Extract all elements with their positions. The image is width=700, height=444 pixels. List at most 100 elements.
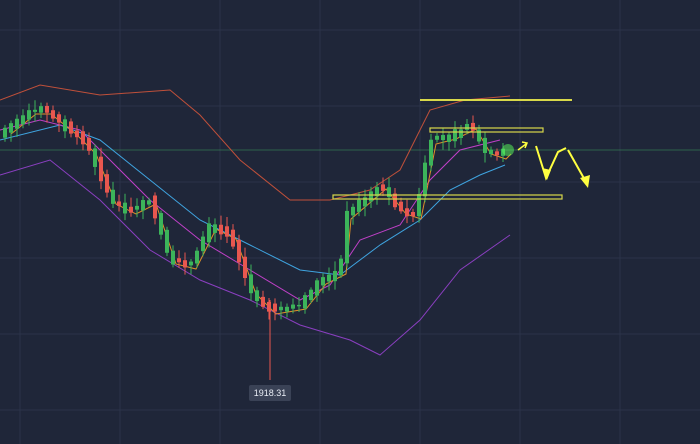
candle-body bbox=[381, 184, 385, 191]
candle-body bbox=[123, 202, 127, 214]
candle-body bbox=[483, 137, 487, 153]
candle-body bbox=[333, 270, 337, 282]
candle-body bbox=[147, 200, 151, 205]
candle-body bbox=[249, 274, 253, 294]
candle-body bbox=[441, 135, 445, 141]
candle-body bbox=[111, 189, 115, 204]
candle-body bbox=[93, 148, 97, 167]
candle-body bbox=[459, 129, 463, 138]
candle-body bbox=[129, 206, 133, 213]
zone-upper bbox=[429, 127, 544, 133]
arrow-path bbox=[535, 145, 567, 181]
candle-body bbox=[363, 197, 367, 207]
candle-body bbox=[183, 260, 187, 268]
candle-body bbox=[255, 290, 259, 302]
candle-body bbox=[321, 277, 325, 286]
candle-body bbox=[225, 226, 229, 237]
candle-body bbox=[261, 296, 265, 307]
candle-body bbox=[471, 122, 475, 131]
arrow-up bbox=[517, 141, 529, 151]
candle-body bbox=[189, 261, 193, 266]
candle-body bbox=[9, 123, 13, 133]
candle-body bbox=[339, 258, 343, 275]
candle-body bbox=[315, 280, 319, 296]
candle-body bbox=[135, 205, 139, 210]
candle-body bbox=[405, 208, 409, 217]
candle-body bbox=[159, 213, 163, 235]
candle-body bbox=[453, 129, 457, 142]
candle-body bbox=[309, 289, 313, 301]
candle-body bbox=[423, 162, 427, 197]
price-tag-label: 1918.31 bbox=[254, 388, 287, 398]
candles bbox=[3, 100, 505, 321]
candle-body bbox=[447, 134, 451, 142]
candle-body bbox=[141, 200, 145, 211]
candle-body bbox=[267, 301, 271, 312]
arrow-down bbox=[567, 149, 587, 183]
candle-body bbox=[291, 304, 295, 309]
candle-body bbox=[153, 195, 157, 219]
candle-body bbox=[237, 239, 241, 263]
candle-body bbox=[375, 187, 379, 197]
candle-body bbox=[87, 137, 91, 151]
candle-body bbox=[171, 250, 175, 265]
zone-lower bbox=[332, 194, 563, 200]
candle-body bbox=[297, 304, 301, 307]
bollinger-upper bbox=[0, 84, 511, 201]
candle-body bbox=[33, 109, 37, 112]
candle-body bbox=[351, 206, 355, 216]
candle-body bbox=[357, 199, 361, 212]
candle-body bbox=[303, 295, 307, 309]
candle-body bbox=[69, 121, 73, 134]
candle-body bbox=[21, 115, 25, 125]
candle-body bbox=[417, 194, 421, 217]
candle-body bbox=[99, 156, 103, 182]
candle-body bbox=[279, 306, 283, 311]
price-tag: 1918.31 bbox=[249, 385, 291, 401]
arrow-head bbox=[542, 168, 551, 180]
candle-body bbox=[165, 229, 169, 253]
candle-body bbox=[63, 119, 67, 132]
candle-body bbox=[117, 201, 121, 206]
candle-body bbox=[435, 135, 439, 140]
candle-body bbox=[207, 223, 211, 243]
candle-body bbox=[39, 106, 43, 113]
candle-body bbox=[393, 193, 397, 208]
candle-body bbox=[219, 224, 223, 235]
candle-body bbox=[231, 229, 235, 247]
candle-body bbox=[51, 110, 55, 119]
candle-body bbox=[327, 274, 331, 282]
drawings bbox=[332, 99, 590, 200]
candle-body bbox=[177, 258, 181, 263]
candle-body bbox=[273, 303, 277, 312]
candle-body bbox=[489, 149, 493, 155]
candle-body bbox=[81, 131, 85, 145]
candle-body bbox=[495, 151, 499, 156]
candle-body bbox=[411, 212, 415, 217]
candle-body bbox=[345, 210, 349, 264]
candle-body bbox=[105, 174, 109, 193]
moving-average-slow bbox=[0, 124, 506, 276]
price-tag-box bbox=[249, 385, 291, 401]
arrow-head bbox=[580, 175, 590, 188]
candle-body bbox=[27, 110, 31, 120]
candle-body bbox=[477, 129, 481, 142]
candle-body bbox=[195, 250, 199, 264]
candle-body bbox=[429, 139, 433, 166]
candle-body bbox=[465, 123, 469, 130]
candle-body bbox=[285, 306, 289, 312]
candle-body bbox=[213, 224, 217, 233]
candle-body bbox=[3, 127, 7, 138]
candle-body bbox=[15, 118, 19, 129]
candle-body bbox=[399, 201, 403, 212]
candle-body bbox=[45, 105, 49, 113]
candle-body bbox=[243, 256, 247, 279]
candle-body bbox=[369, 191, 373, 202]
candle-body bbox=[75, 130, 79, 138]
candle-body bbox=[387, 187, 391, 198]
candle-body bbox=[201, 236, 205, 252]
